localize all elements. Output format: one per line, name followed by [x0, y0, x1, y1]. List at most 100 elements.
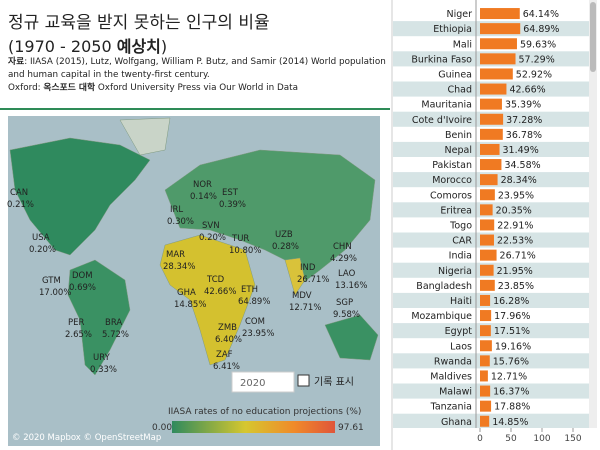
bar [480, 294, 491, 306]
map-label-code: CAN [10, 188, 28, 198]
bar [480, 264, 494, 276]
checkbox[interactable] [297, 374, 310, 387]
category-label: Guinea [438, 69, 472, 80]
value-label: 64.14% [523, 9, 559, 20]
row-stripe [393, 141, 589, 157]
bar [480, 204, 493, 216]
row-stripe [393, 262, 589, 278]
map-label-value: 4.29% [330, 254, 357, 264]
legend-gradient [172, 421, 335, 433]
bar [480, 249, 497, 261]
map-label-value: 9.58% [333, 310, 360, 320]
value-label: 52.92% [516, 69, 552, 80]
category-label: Chad [447, 85, 472, 96]
row-stripe [393, 21, 589, 37]
value-label: 57.29% [519, 54, 555, 65]
bar [480, 98, 502, 110]
x-tick-label: 50 [505, 434, 517, 444]
row-stripe [393, 413, 589, 428]
map-label-code: DOM [72, 271, 93, 281]
row-stripe [393, 353, 589, 369]
bar [480, 310, 492, 322]
map-label-value: 0.20% [29, 245, 56, 255]
map-label-code: SVN [202, 221, 220, 231]
value-label: 37.28% [506, 115, 542, 126]
scroll-thumb[interactable] [590, 2, 596, 72]
row-stripe [393, 111, 589, 127]
checkbox-label[interactable]: 기록 표시 [314, 376, 354, 388]
bar [480, 83, 507, 95]
x-tick-label: 150 [564, 434, 581, 444]
bar [480, 189, 495, 201]
map-label-code: IRL [170, 205, 183, 215]
value-label: 17.51% [494, 326, 530, 337]
bar [480, 400, 492, 412]
value-label: 34.58% [504, 160, 540, 171]
value-label: 23.85% [498, 281, 534, 292]
value-label: 20.35% [496, 205, 532, 216]
bar [480, 355, 490, 367]
category-label: Ghana [441, 417, 472, 428]
map-label-code: ZAF [216, 350, 233, 360]
value-label: 31.49% [503, 145, 539, 156]
map-label-value: 13.16% [335, 281, 367, 291]
bar [480, 340, 492, 352]
legend-min: 0.00 [152, 423, 172, 433]
value-label: 59.63% [520, 39, 556, 50]
africa [159, 234, 256, 366]
year-box[interactable] [231, 371, 295, 393]
map-label-code: TCD [206, 275, 225, 285]
map-label-value: 12.71% [289, 303, 321, 313]
source-text: Oxford: [8, 83, 44, 93]
title: 정규 교육을 받지 못하는 인구의 비율 [8, 13, 270, 33]
source-text: : IIASA (2015), Lutz, Wolfgang, William … [8, 57, 386, 80]
category-label: Nigeria [438, 266, 472, 277]
source-label: 자료 [8, 57, 25, 67]
legend-title: IIASA rates of no education projections … [168, 407, 361, 417]
source: 자료: IIASA (2015), Lutz, Wolfgang, Willia… [8, 56, 386, 95]
map-label-code: GTM [42, 276, 61, 286]
category-label: Nepal [445, 145, 472, 156]
category-label: Rwanda [434, 356, 472, 367]
scrollbar[interactable] [589, 0, 597, 428]
map-label-value: 0.14% [190, 192, 217, 202]
value-label: 17.88% [494, 402, 530, 413]
map-label-code: USA [32, 233, 50, 243]
category-label: Laos [450, 341, 472, 352]
map-label-code: ZMB [218, 323, 237, 333]
map-label-value: 0.28% [272, 242, 299, 252]
eurasia [164, 149, 376, 286]
category-label: Benin [445, 130, 472, 141]
category-label: Mali [453, 39, 472, 50]
bar [480, 174, 498, 186]
value-label: 15.76% [493, 356, 529, 367]
value-label: 64.89% [523, 24, 559, 35]
map-label-value: 42.66% [204, 287, 236, 297]
row-stripe [393, 81, 589, 97]
map-label-value: 0.39% [219, 200, 246, 210]
bar [480, 68, 513, 80]
subtitle-bold: 예상치 [116, 37, 161, 56]
subtitle: (1970 - 2050 예상치) [8, 33, 167, 57]
category-label: Pakistan [432, 160, 472, 171]
subtitle-text: ) [160, 37, 168, 56]
category-label: Morocco [432, 175, 472, 186]
category-label: Bangladesh [416, 281, 472, 292]
bar [480, 38, 517, 50]
value-label: 16.28% [493, 296, 529, 307]
value-label: 28.34% [501, 175, 537, 186]
attribution: © 2020 Mapbox © OpenStreetMap [12, 433, 161, 443]
map-label-value: 2.65% [65, 330, 92, 340]
row-stripe [393, 172, 589, 188]
subtitle-text: (1970 - 2050 [8, 37, 117, 56]
category-label: Cote d'Ivoire [412, 115, 472, 126]
map-label-code: MAR [166, 250, 185, 260]
south-america [67, 259, 131, 376]
map-label-code: LAO [338, 269, 356, 279]
bar [480, 385, 491, 397]
source-text: Oxford University Press via Our World in… [95, 83, 298, 93]
map-label-code: URY [93, 353, 111, 363]
map-label-value: 0.30% [167, 217, 194, 227]
map-label-value: 5.72% [102, 330, 129, 340]
category-label: Tanzania [430, 402, 472, 413]
